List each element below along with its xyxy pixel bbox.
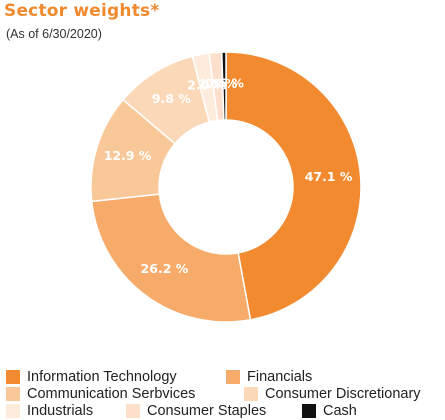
legend-item-financials: Financials	[226, 369, 312, 385]
legend-item-consumer-discretionary: Consumer Discretionary	[244, 386, 421, 402]
chart-subtitle: (As of 6/30/2020)	[6, 27, 102, 41]
legend-swatch	[6, 370, 20, 384]
legend-item-information-technology: Information Technology	[6, 369, 177, 385]
legend-item-industrials: Industrials	[6, 403, 93, 419]
legend-item-cash: Cash	[302, 403, 357, 419]
data-label: 0.5 %	[205, 76, 244, 91]
legend-swatch	[244, 387, 258, 401]
legend-label: Information Technology	[27, 369, 177, 385]
data-label: 1.5 %	[198, 76, 237, 91]
donut-chart: 47.1 % 26.2 % 12.9 % 9.8 %2.0 %1.5 %0.5 %	[90, 51, 362, 323]
slice-financials	[90, 193, 252, 323]
data-label: 26.2 %	[141, 261, 189, 276]
data-label: 2.0 %	[187, 77, 226, 92]
data-label: 47.1 %	[305, 169, 353, 184]
legend-label: Industrials	[27, 403, 94, 419]
legend-label: Consumer Discretionary	[265, 386, 421, 402]
legend-swatch	[226, 370, 240, 384]
legend-label: Communication Serbvices	[27, 386, 196, 402]
legend-label: Financials	[247, 369, 313, 385]
legend-item-consumer-staples: Consumer Staples	[126, 403, 266, 419]
data-label: 12.9 %	[104, 148, 152, 163]
legend-label: Cash	[323, 403, 357, 419]
chart-title: Sector weights*	[4, 1, 160, 21]
legend-swatch	[126, 404, 140, 418]
legend-swatch	[6, 404, 20, 418]
legend-swatch	[6, 387, 20, 401]
chart-legend: Information Technology Financials Commun…	[6, 369, 445, 420]
legend-swatch	[302, 404, 316, 418]
legend-label: Consumer Staples	[147, 403, 267, 419]
slice-information-technology	[225, 51, 362, 321]
legend-item-communication-services: Communication Serbvices	[6, 386, 195, 402]
data-label: 9.8 %	[152, 91, 191, 106]
slice-cash	[220, 51, 227, 121]
